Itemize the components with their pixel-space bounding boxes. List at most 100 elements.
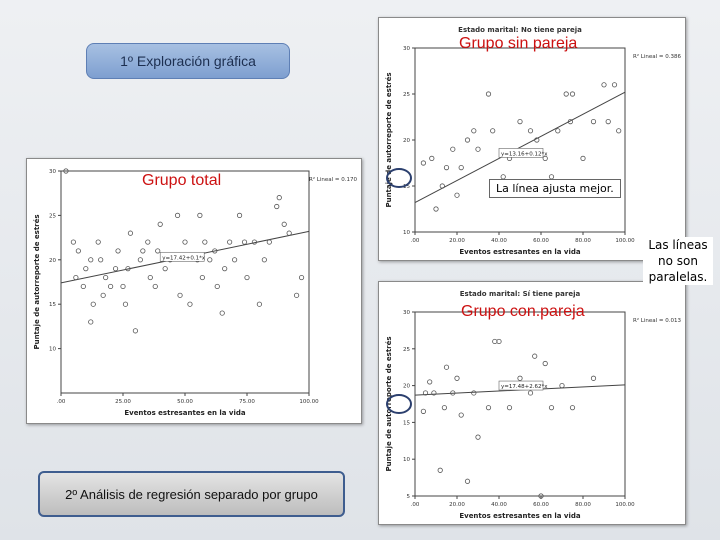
data-point <box>281 221 287 227</box>
data-point <box>441 405 448 411</box>
data-point <box>187 301 193 307</box>
y-tick-label: 10 <box>403 457 410 463</box>
data-point <box>182 239 188 245</box>
data-point <box>73 274 79 281</box>
data-point <box>616 128 622 134</box>
y-tick-label: 10 <box>403 230 410 236</box>
data-point <box>202 239 208 245</box>
data-point <box>232 257 238 263</box>
step2-label: 2º Análisis de regresión separado por gr… <box>65 486 318 502</box>
data-point <box>122 301 129 307</box>
y-tick-label: 30 <box>403 46 410 52</box>
data-point <box>506 405 513 411</box>
data-point <box>590 119 597 125</box>
chart-panel-sin-pareja: Estado marital: No tiene pareja R² Lineal… <box>378 17 686 261</box>
data-point <box>458 412 464 418</box>
data-point <box>534 137 540 143</box>
data-point <box>559 383 565 389</box>
data-point <box>527 390 534 396</box>
y-tick-label: 15 <box>49 302 56 308</box>
x-tick-label: .00 <box>411 238 420 244</box>
data-point <box>439 183 445 189</box>
step1-box: 1º Exploración gráfica <box>86 43 290 79</box>
data-point <box>108 283 114 290</box>
data-point <box>433 206 439 212</box>
data-point <box>454 375 460 381</box>
data-point <box>83 266 89 272</box>
data-point <box>155 248 161 254</box>
data-point <box>437 467 443 473</box>
data-point <box>538 493 544 499</box>
data-point <box>88 319 94 325</box>
data-point <box>527 128 534 134</box>
y-tick-label: 20 <box>403 138 410 144</box>
x-tick-label: 25.00 <box>115 399 131 405</box>
data-point <box>443 364 450 370</box>
data-point <box>219 310 225 316</box>
chart-con-pareja: Estado marital: Sí tiene pareja R² Lineal… <box>385 290 681 520</box>
data-point <box>490 128 496 134</box>
note-paralelas: Las líneas no son paralelas. <box>643 237 713 285</box>
data-point <box>286 230 292 236</box>
data-point <box>227 239 233 245</box>
data-point <box>251 239 258 245</box>
data-point <box>431 390 437 396</box>
x-tick-label: 50.00 <box>177 399 193 405</box>
label-grupo-con-pareja: Grupo con.pareja <box>461 303 585 320</box>
data-point <box>542 360 548 367</box>
data-point <box>298 274 305 281</box>
x-tick-label: 40.00 <box>491 238 507 244</box>
y-tick-label: 25 <box>403 347 410 353</box>
y-tick-label: 20 <box>403 384 410 390</box>
intercept-highlight <box>386 168 412 188</box>
plot-area <box>60 170 310 394</box>
data-point <box>542 155 548 161</box>
equation-box <box>159 251 205 262</box>
data-point <box>120 283 126 290</box>
data-point <box>100 292 106 298</box>
data-point <box>471 390 477 396</box>
data-point <box>157 221 163 227</box>
data-point <box>236 212 243 219</box>
note-paralelas-line-3: paralelas. <box>648 270 708 284</box>
y-tick-label: 15 <box>403 420 410 426</box>
note-paralelas-line-1: Las líneas <box>648 238 708 252</box>
data-point <box>580 155 586 161</box>
data-point <box>177 292 183 298</box>
x-axis-label: Eventos estresantes en la vida <box>124 409 246 417</box>
data-point <box>214 283 220 290</box>
data-point <box>450 146 456 152</box>
data-point <box>601 82 607 88</box>
data-point <box>212 248 218 254</box>
data-point <box>174 212 181 219</box>
y-axis-label: Puntaje de autorreporte de estrés <box>33 214 41 349</box>
label-grupo-total: Grupo total <box>142 172 222 189</box>
data-point <box>132 328 139 334</box>
data-point <box>548 405 555 411</box>
data-point <box>569 405 576 411</box>
data-point <box>443 165 450 171</box>
data-point <box>222 266 228 272</box>
note-ajusta: La línea ajusta mejor. <box>489 179 621 198</box>
y-tick-label: 25 <box>403 92 410 98</box>
equation-box <box>498 148 544 158</box>
data-point <box>464 478 471 484</box>
intercept-highlight <box>386 394 412 414</box>
y-tick-label: 5 <box>407 494 411 500</box>
x-tick-label: 100.00 <box>615 238 635 244</box>
y-tick-label: 20 <box>49 258 56 264</box>
chart-sin-pareja: Estado marital: No tiene pareja R² Lineal… <box>385 26 681 256</box>
data-point <box>555 128 561 134</box>
chart-title: Estado marital: Sí tiene pareja <box>460 290 581 298</box>
data-point <box>199 274 205 281</box>
data-point <box>274 203 280 210</box>
data-point <box>567 119 573 125</box>
data-point <box>127 230 134 236</box>
data-point <box>422 390 429 396</box>
data-point <box>125 266 131 272</box>
data-point <box>517 119 523 125</box>
data-point <box>276 195 282 201</box>
equation-box <box>498 380 544 391</box>
data-point <box>420 160 427 166</box>
y-tick-label: 10 <box>49 347 56 353</box>
